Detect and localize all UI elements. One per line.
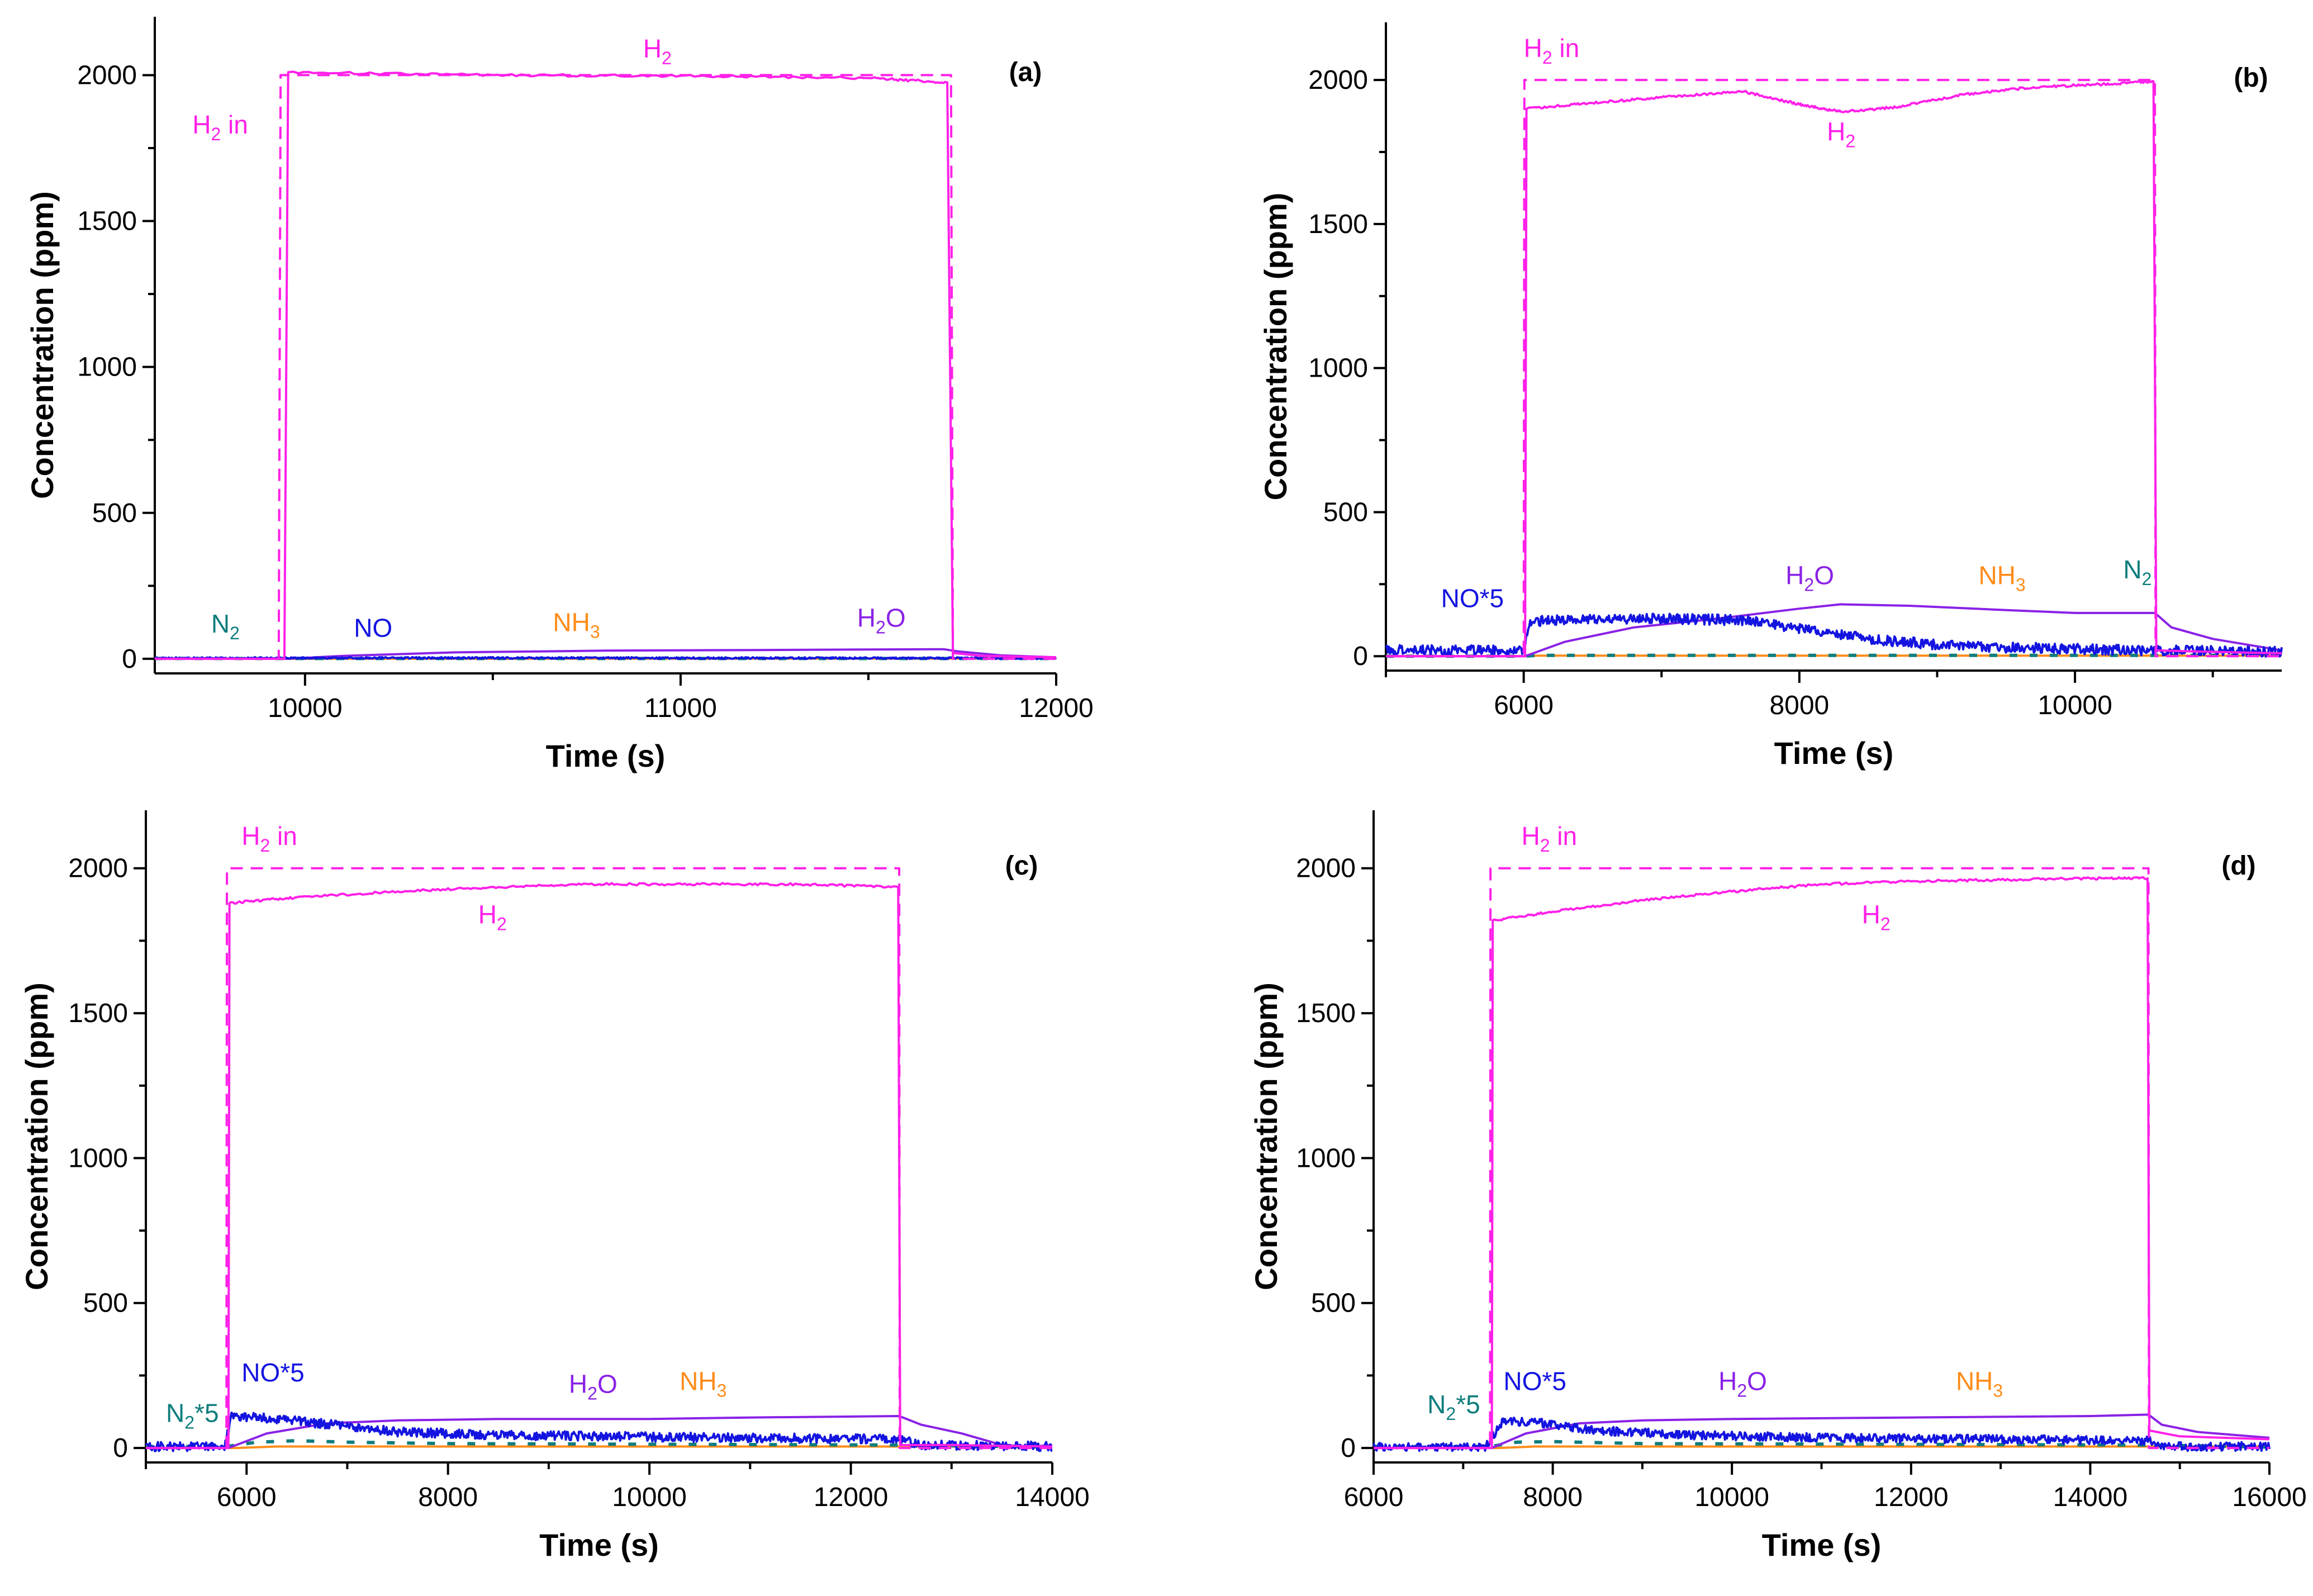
x-axis-title: Time (s) [539, 1527, 659, 1562]
y-tick-label: 0 [113, 1433, 128, 1463]
y-tick-label: 2000 [68, 854, 128, 884]
series-line-h2-in [155, 74, 1056, 660]
chart-panel-b: 6000 8000 10000 0 500 1000 1500 2000 Time (s) Con… [1258, 22, 2283, 771]
series-annotation: H2 [643, 34, 672, 68]
series-line-h2 [1386, 80, 2282, 658]
x-tick-label: 10000 [2037, 691, 2112, 720]
y-axis-title: Concentration (ppm) [19, 982, 54, 1290]
series-annotation: NH3 [1956, 1366, 2003, 1400]
series-line-no-5 [1385, 612, 2283, 658]
x-tick-label: 10000 [1694, 1483, 1769, 1512]
panel-label: (a) [1009, 58, 1042, 87]
x-tick-label: 12000 [814, 1483, 888, 1512]
y-tick-label: 1500 [1308, 210, 1368, 239]
x-tick-label: 8000 [1523, 1483, 1583, 1512]
series-annotation: H2O [1785, 560, 1834, 595]
x-tick-label: 14000 [1015, 1483, 1089, 1512]
x-tick-label: 8000 [1769, 691, 1829, 720]
y-tick-label: 1000 [77, 353, 137, 382]
x-tick-label: 12000 [1874, 1483, 1948, 1512]
y-axis-title: Concentration (ppm) [1258, 193, 1293, 501]
x-axis-title: Time (s) [1762, 1527, 1882, 1562]
series-annotation: NH3 [1978, 560, 2025, 595]
y-tick-label: 2000 [1296, 854, 1356, 884]
series-line-h2o [1386, 603, 2282, 658]
y-tick-label: 1000 [68, 1143, 128, 1173]
series-line-h2 [1374, 876, 2270, 1450]
y-tick-label: 1500 [1296, 999, 1356, 1028]
x-axis-title: Time (s) [1774, 735, 1894, 771]
x-tick-label: 8000 [418, 1483, 478, 1512]
series-annotation: N2*5 [166, 1398, 219, 1432]
series-line-h2 [146, 882, 1053, 1450]
panel-label: (c) [1005, 851, 1038, 881]
series-annotation: H2O [857, 603, 906, 637]
series-annotation: NO*5 [241, 1358, 304, 1387]
x-axis-title: Time (s) [546, 738, 666, 773]
chart-panel-d: 6000 8000 10000 12000 14000 16000 0 500 1000 1500… [1248, 810, 2307, 1562]
panel-label: (b) [2234, 63, 2268, 93]
y-tick-label: 500 [1311, 1289, 1356, 1318]
series-annotation: NO [354, 614, 392, 643]
series-annotation: H2 [478, 900, 507, 934]
series-annotation: H2 in [241, 821, 297, 856]
y-tick-label: 0 [1341, 1433, 1356, 1463]
series-line-h2-in [1386, 79, 2282, 658]
panel-label: (d) [2221, 851, 2255, 881]
y-axis-title: Concentration (ppm) [25, 191, 60, 499]
series-annotation: N2 [2123, 555, 2151, 589]
y-tick-label: 500 [83, 1289, 128, 1318]
series-line-h2o [1374, 1413, 2270, 1450]
series-line-nh3 [1374, 1445, 2269, 1450]
x-tick-label: 10000 [612, 1483, 686, 1512]
y-tick-label: 2000 [1308, 65, 1368, 95]
x-tick-label: 12000 [1019, 694, 1093, 723]
series-line-h2-in [1374, 867, 2269, 1450]
series-annotation: H2 in [1524, 34, 1580, 68]
y-tick-label: 1500 [68, 999, 128, 1028]
y-tick-label: 500 [92, 498, 137, 528]
series-line-n2 [1386, 653, 2282, 658]
y-tick-label: 1000 [1308, 354, 1368, 383]
series-line-no [154, 656, 1057, 661]
series-annotation: H2 in [1521, 821, 1577, 856]
x-tick-label: 6000 [1344, 1483, 1404, 1512]
series-annotation: H2 [1862, 900, 1891, 934]
series-annotation: NO*5 [1503, 1366, 1566, 1395]
y-tick-label: 0 [122, 644, 137, 674]
chart-panel-a: 10000 11000 12000 0 500 1000 1500 2000 Time (s) C… [25, 17, 1094, 773]
x-tick-label: 16000 [2232, 1483, 2306, 1512]
series-line-no-5 [1372, 1416, 2271, 1452]
series-annotation: H2 in [192, 110, 248, 144]
x-tick-label: 10000 [268, 694, 342, 723]
x-tick-label: 6000 [1494, 691, 1554, 720]
y-tick-label: 1500 [77, 207, 137, 236]
series-line-h2o [146, 1415, 1053, 1450]
chart-panel-c: 6000 8000 10000 12000 14000 0 500 1000 1500 2000 T… [19, 810, 1090, 1562]
x-tick-label: 6000 [217, 1483, 277, 1512]
y-tick-label: 2000 [77, 60, 137, 90]
series-annotation: NH3 [553, 607, 600, 642]
y-axis-title: Concentration (ppm) [1248, 982, 1284, 1290]
series-annotation: H2O [569, 1370, 618, 1404]
series-annotation: NH3 [680, 1366, 726, 1400]
series-annotation: NO*5 [1441, 584, 1504, 613]
x-tick-label: 11000 [644, 694, 717, 723]
y-tick-label: 500 [1323, 497, 1368, 527]
series-annotation: N2*5 [1427, 1390, 1480, 1424]
x-tick-label: 14000 [2053, 1483, 2127, 1512]
series-annotation: N2 [211, 609, 240, 643]
series-annotation: H2 [1827, 117, 1855, 151]
series-line-h2 [155, 70, 1057, 660]
y-tick-label: 0 [1353, 642, 1368, 671]
y-tick-label: 1000 [1296, 1143, 1356, 1173]
series-annotation: H2O [1718, 1366, 1767, 1400]
